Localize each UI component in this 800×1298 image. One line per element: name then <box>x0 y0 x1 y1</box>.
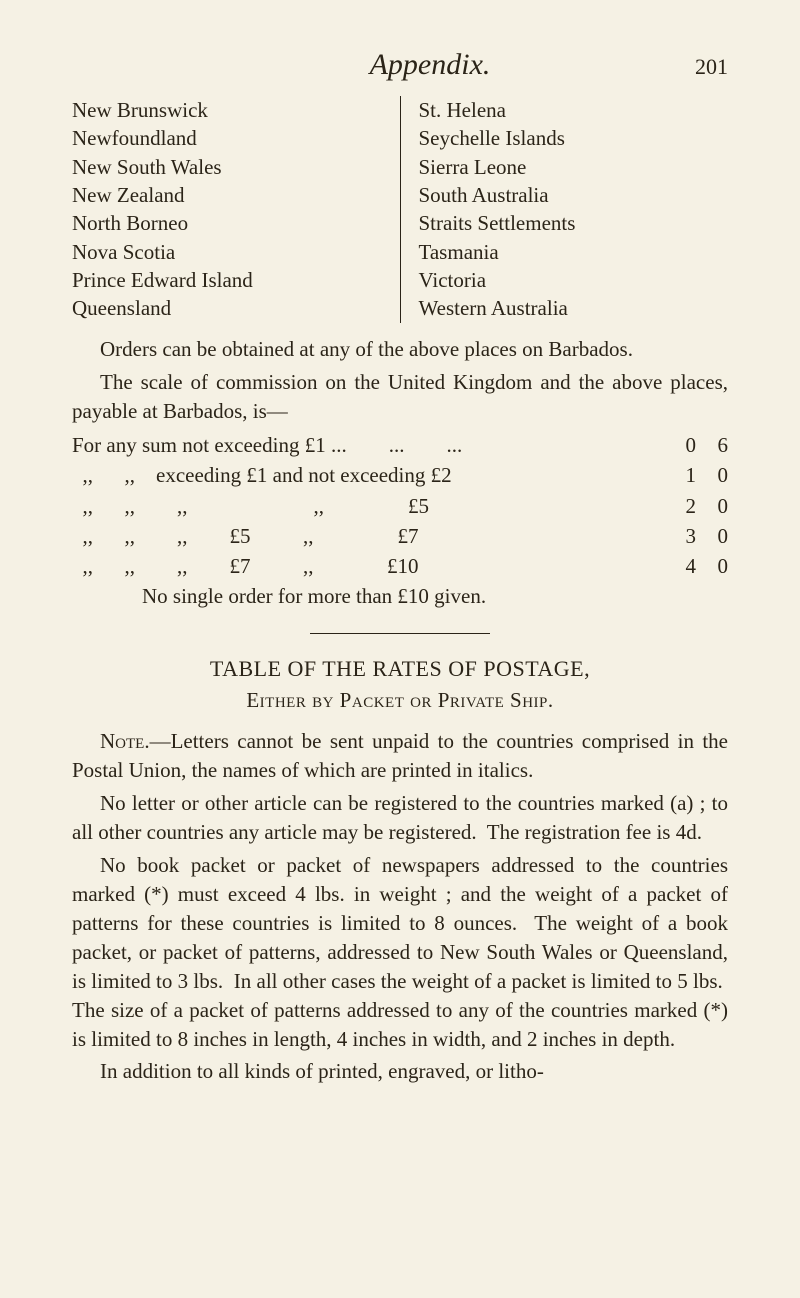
place-item: North Borneo <box>72 209 382 237</box>
para2-text: No letter or other article can be regist… <box>72 791 728 844</box>
section-subtitle: Either by Packet or Private Ship. <box>72 688 728 713</box>
place-item: Seychelle Islands <box>419 124 729 152</box>
divider-rule <box>310 633 490 634</box>
commission-amount: 3 0 <box>674 521 728 551</box>
places-left-column: New Brunswick Newfoundland New South Wal… <box>72 96 401 323</box>
commission-amount: 1 0 <box>674 460 728 490</box>
place-item: New South Wales <box>72 153 382 181</box>
place-item: South Australia <box>419 181 729 209</box>
commission-amount: 0 6 <box>674 430 728 460</box>
places-columns: New Brunswick Newfoundland New South Wal… <box>72 96 728 323</box>
commission-pence: 0 <box>710 551 728 581</box>
packet-paragraph: No book packet or packet of newspapers a… <box>72 851 728 1054</box>
commission-row: ,, ,, ,, ,, £5 2 0 <box>72 491 728 521</box>
commission-text: ,, ,, ,, £7 ,, £10 <box>72 551 674 581</box>
places-right-column: St. Helena Seychelle Islands Sierra Leon… <box>401 96 729 323</box>
place-item: Straits Settlements <box>419 209 729 237</box>
section-title: TABLE OF THE RATES OF POSTAGE, <box>72 656 728 682</box>
commission-text: ,, ,, ,, £5 ,, £7 <box>72 521 674 551</box>
commission-shillings: 3 <box>678 521 696 551</box>
commission-row: ,, ,, exceeding £1 and not exceeding £2 … <box>72 460 728 490</box>
commission-footer: No single order for more than £10 given. <box>72 582 728 611</box>
commission-text: ,, ,, exceeding £1 and not exceeding £2 <box>72 460 674 490</box>
place-item: Queensland <box>72 294 382 322</box>
place-item: St. Helena <box>419 96 729 124</box>
page: Appendix. 201 New Brunswick Newfoundland… <box>0 0 800 1298</box>
commission-pence: 0 <box>710 491 728 521</box>
orders-paragraph: Orders can be obtained at any of the abo… <box>72 335 728 364</box>
commission-row: ,, ,, ,, £7 ,, £10 4 0 <box>72 551 728 581</box>
commission-amount: 4 0 <box>674 551 728 581</box>
running-head: Appendix. 201 <box>72 48 728 82</box>
commission-shillings: 4 <box>678 551 696 581</box>
note-body: —Letters cannot be sent unpaid to the co… <box>72 729 728 782</box>
place-item: Nova Scotia <box>72 238 382 266</box>
note-paragraph: Note.—Letters cannot be sent unpaid to t… <box>72 727 728 785</box>
commission-pence: 0 <box>710 521 728 551</box>
commission-pence: 0 <box>710 460 728 490</box>
place-item: Tasmania <box>419 238 729 266</box>
commission-shillings: 2 <box>678 491 696 521</box>
commission-row: For any sum not exceeding £1 ... ... ...… <box>72 430 728 460</box>
commission-shillings: 0 <box>678 430 696 460</box>
scale-intro-paragraph: The scale of commission on the United Ki… <box>72 368 728 426</box>
note-label: Note. <box>100 729 150 753</box>
registered-paragraph: No letter or other article can be regist… <box>72 789 728 847</box>
commission-text: ,, ,, ,, ,, £5 <box>72 491 674 521</box>
place-item: Sierra Leone <box>419 153 729 181</box>
commission-text: For any sum not exceeding £1 ... ... ... <box>72 430 674 460</box>
commission-amount: 2 0 <box>674 491 728 521</box>
commission-row: ,, ,, ,, £5 ,, £7 3 0 <box>72 521 728 551</box>
place-item: Newfoundland <box>72 124 382 152</box>
place-item: Victoria <box>419 266 729 294</box>
place-item: New Brunswick <box>72 96 382 124</box>
place-item: New Zealand <box>72 181 382 209</box>
running-title: Appendix. <box>192 48 668 82</box>
commission-table: For any sum not exceeding £1 ... ... ...… <box>72 430 728 611</box>
addition-paragraph: In addition to all kinds of printed, eng… <box>72 1057 728 1086</box>
commission-pence: 6 <box>710 430 728 460</box>
place-item: Western Australia <box>419 294 729 322</box>
commission-shillings: 1 <box>678 460 696 490</box>
page-number: 201 <box>668 54 728 80</box>
place-item: Prince Edward Island <box>72 266 382 294</box>
